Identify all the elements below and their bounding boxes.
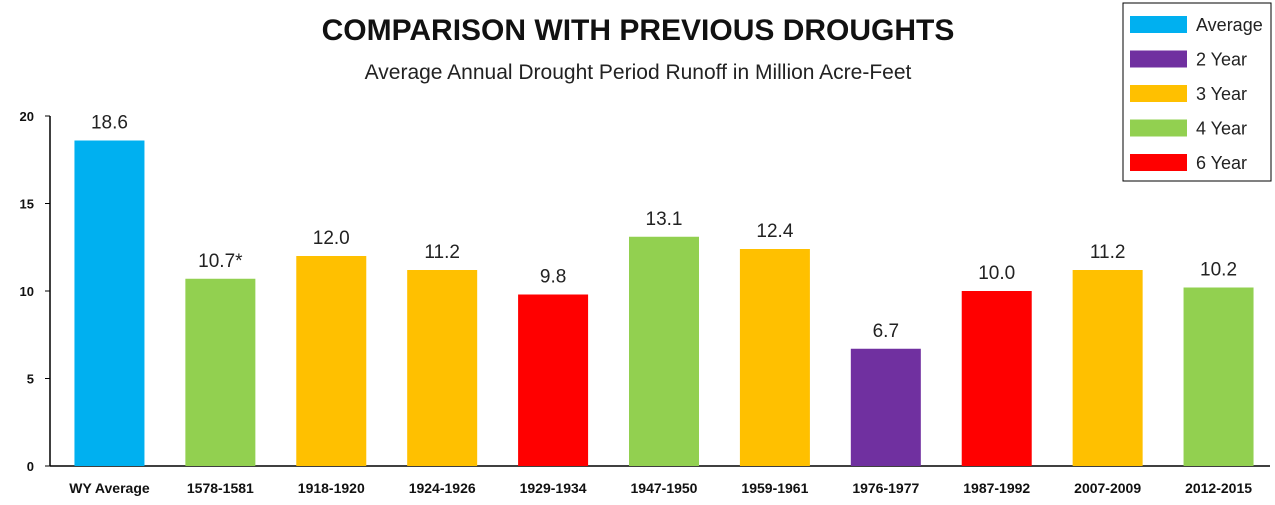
data-label: 11.2 [1090,242,1126,263]
bar [850,348,921,466]
data-label: 13.1 [646,209,683,230]
bar [185,278,256,466]
y-tick-label: 15 [20,197,34,212]
y-tick-label: 0 [27,459,34,474]
chart-title: COMPARISON WITH PREVIOUS DROUGHTS [322,14,955,47]
data-label: 11.2 [424,242,460,263]
x-tick-label: 1987-1992 [963,480,1030,496]
y-axis-ticks: 0 5 10 15 20 [20,109,50,474]
legend-swatch [1130,16,1187,33]
bar [961,291,1032,466]
bar [74,140,145,466]
bar [407,270,478,466]
legend-swatch [1130,85,1187,102]
data-label: 10.2 [1200,260,1237,281]
legend-swatch [1130,154,1187,171]
legend-label: 2 Year [1196,50,1247,70]
x-tick-label: 1578-1581 [187,480,254,496]
bar [518,294,589,466]
x-tick-label: 1924-1926 [409,480,476,496]
data-label: 9.8 [540,267,566,288]
data-label: 12.4 [756,221,793,242]
bar [1183,287,1254,466]
data-label: 6.7 [873,321,899,342]
x-tick-label: 1976-1977 [852,480,919,496]
x-tick-label: 1918-1920 [298,480,365,496]
y-tick-label: 10 [20,284,34,299]
x-tick-label: WY Average [69,480,150,496]
data-label: 12.0 [313,228,350,249]
y-tick-label: 20 [20,109,34,124]
data-labels-group: 18.6 10.7* 12.0 11.2 9.8 13.1 12.4 6.7 10.0 11.2 1… [91,113,1237,342]
x-tick-label: 2012-2015 [1185,480,1252,496]
chart-subtitle: Average Annual Drought Period Runoff in … [365,61,912,84]
legend-swatch [1130,119,1187,137]
bar [296,256,367,466]
bar [1072,270,1143,466]
legend-label: Average [1196,15,1263,35]
bar [739,249,810,466]
x-axis-ticks: WY Average 1578-1581 1918-1920 1924-1926 192… [69,480,1252,496]
data-label: 10.7* [198,251,243,272]
legend: Average 2 Year 3 Year 4 Year 6 Year [1122,2,1272,182]
bar [629,236,699,466]
legend-label: 4 Year [1196,119,1247,139]
data-label: 10.0 [978,263,1015,284]
legend-label: 6 Year [1196,153,1247,173]
x-tick-label: 1959-1961 [741,480,808,496]
bars-group [74,140,1254,466]
legend-swatch [1130,50,1187,68]
legend-label: 3 Year [1196,84,1247,104]
data-label: 18.6 [91,113,128,134]
x-tick-label: 1929-1934 [520,480,587,496]
x-tick-label: 1947-1950 [631,480,698,496]
x-tick-label: 2007-2009 [1074,480,1141,496]
y-tick-label: 5 [27,372,34,387]
